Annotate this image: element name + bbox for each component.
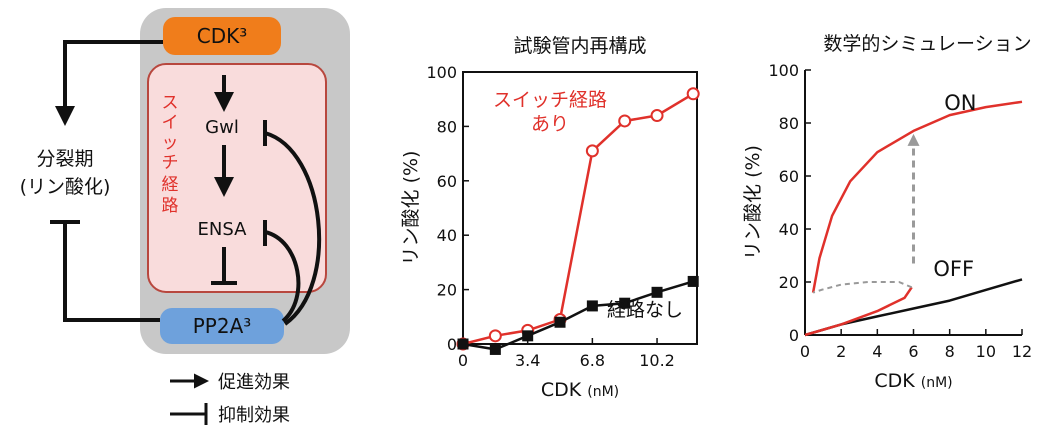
chart-title: 数学的シミュレーション [823, 33, 1031, 55]
x-tick-label: 8 [945, 342, 955, 361]
pp2a-label: PP2A³ [193, 314, 252, 338]
switch-pathway-label: ス イ ッ チ 経 路 [162, 93, 179, 216]
switch-label-char: イ [162, 113, 179, 133]
x-axis-unit: (nM) [921, 375, 953, 391]
y-axis-label: リン酸化 (%) [742, 145, 764, 260]
plot-frame [462, 71, 698, 345]
x-tick-label: 0 [800, 342, 810, 361]
cdk-promotes-mitosis-arrow [55, 40, 163, 126]
chart-title: 試験管内再構成 [513, 35, 646, 57]
switch-label-char: 経 [162, 175, 179, 195]
cdk-node [163, 17, 281, 55]
data-point [489, 343, 501, 355]
data-point [619, 297, 631, 309]
switch-label-char: ッ [162, 133, 179, 153]
data-point [488, 329, 502, 343]
ensa-inhibits-pp2a [211, 247, 237, 285]
series-line [811, 100, 1023, 293]
x-axis-unit: (nM) [587, 384, 619, 400]
y-tick-label: 100 [768, 61, 799, 80]
data-point [651, 286, 663, 298]
x-tick-label: 10.2 [639, 351, 675, 370]
switch-pathway-box [147, 63, 327, 293]
pp2a-inhibits-gwl [263, 120, 322, 326]
data-point [687, 275, 699, 287]
x-tick-label: 4 [872, 342, 882, 361]
y-tick-label: 80 [437, 117, 457, 136]
y-tick-label: 60 [437, 172, 457, 191]
y-tick-label: 40 [437, 226, 457, 245]
y-axis-label: リン酸化 (%) [400, 151, 422, 266]
gwl-label: Gwl [205, 117, 239, 138]
y-tick-label: 0 [789, 326, 799, 345]
y-tick-label: 80 [779, 114, 799, 133]
data-point [554, 316, 566, 328]
series-line [812, 281, 913, 294]
x-tick-label: 0 [458, 351, 468, 370]
series-label-switch: あり [531, 113, 569, 135]
ensa-label: ENSA [198, 219, 248, 240]
simulation-chart: 数学的シミュレーション 0 20 40 60 80 100 0 2 4 6 8 10 12 CDK (nM)… [742, 33, 1032, 392]
phosphorylation-label: (リン酸化) [20, 176, 111, 198]
cdk-label: CDK³ [197, 24, 248, 48]
y-tick-label: 40 [779, 220, 799, 239]
x-tick-label: 2 [836, 342, 846, 361]
data-point [585, 144, 599, 158]
data-point [522, 330, 534, 342]
x-tick-label: 3.4 [515, 351, 540, 370]
pathway-diagram: CDK³ PP2A³ Gwl ENSA ス イ ッ チ 経 路 [20, 8, 350, 426]
on-label: ON [944, 91, 976, 115]
legend-inhibit-label: 抑制効果 [218, 405, 290, 426]
switch-label-char: チ [162, 153, 179, 173]
in-vitro-chart: 試験管内再構成 0 20 40 60 80 100 0 3.4 6.8 10.2 CDK (nM) リン… [400, 35, 700, 401]
mitosis-label: 分裂期 [36, 148, 93, 170]
y-tick-label: 20 [437, 281, 457, 300]
pp2a-inhibits-mitosis [50, 220, 160, 322]
data-point [650, 109, 664, 123]
series-label-switch: スイッチ経路 [493, 89, 607, 111]
off-label: OFF [933, 257, 974, 281]
data-point [586, 300, 598, 312]
y-tick-label: 20 [779, 273, 799, 292]
series-label-no-pathway: 経路なし [607, 299, 683, 321]
pp2a-inhibits-ensa [263, 220, 301, 323]
series-line [804, 286, 913, 337]
y-tick-label: 60 [779, 167, 799, 186]
y-tick-label: 100 [426, 63, 457, 82]
y-tick-label: 0 [447, 335, 457, 354]
x-tick-label: 12 [1012, 342, 1032, 361]
x-tick-label: 6.8 [580, 351, 605, 370]
x-axis-label: CDK (nM) [541, 379, 619, 401]
data-point [618, 114, 632, 128]
switch-label-char: ス [162, 93, 179, 113]
data-point [457, 338, 469, 350]
data-point [686, 87, 700, 101]
pp2a-node [160, 308, 284, 344]
x-axis-label: CDK (nM) [874, 370, 952, 392]
legend-promote-label: 促進効果 [218, 372, 290, 393]
switch-label-char: 路 [162, 196, 179, 216]
diagram-legend: 促進効果 抑制効果 [170, 372, 290, 426]
x-tick-label: 6 [908, 342, 918, 361]
x-tick-label: 10 [976, 342, 996, 361]
